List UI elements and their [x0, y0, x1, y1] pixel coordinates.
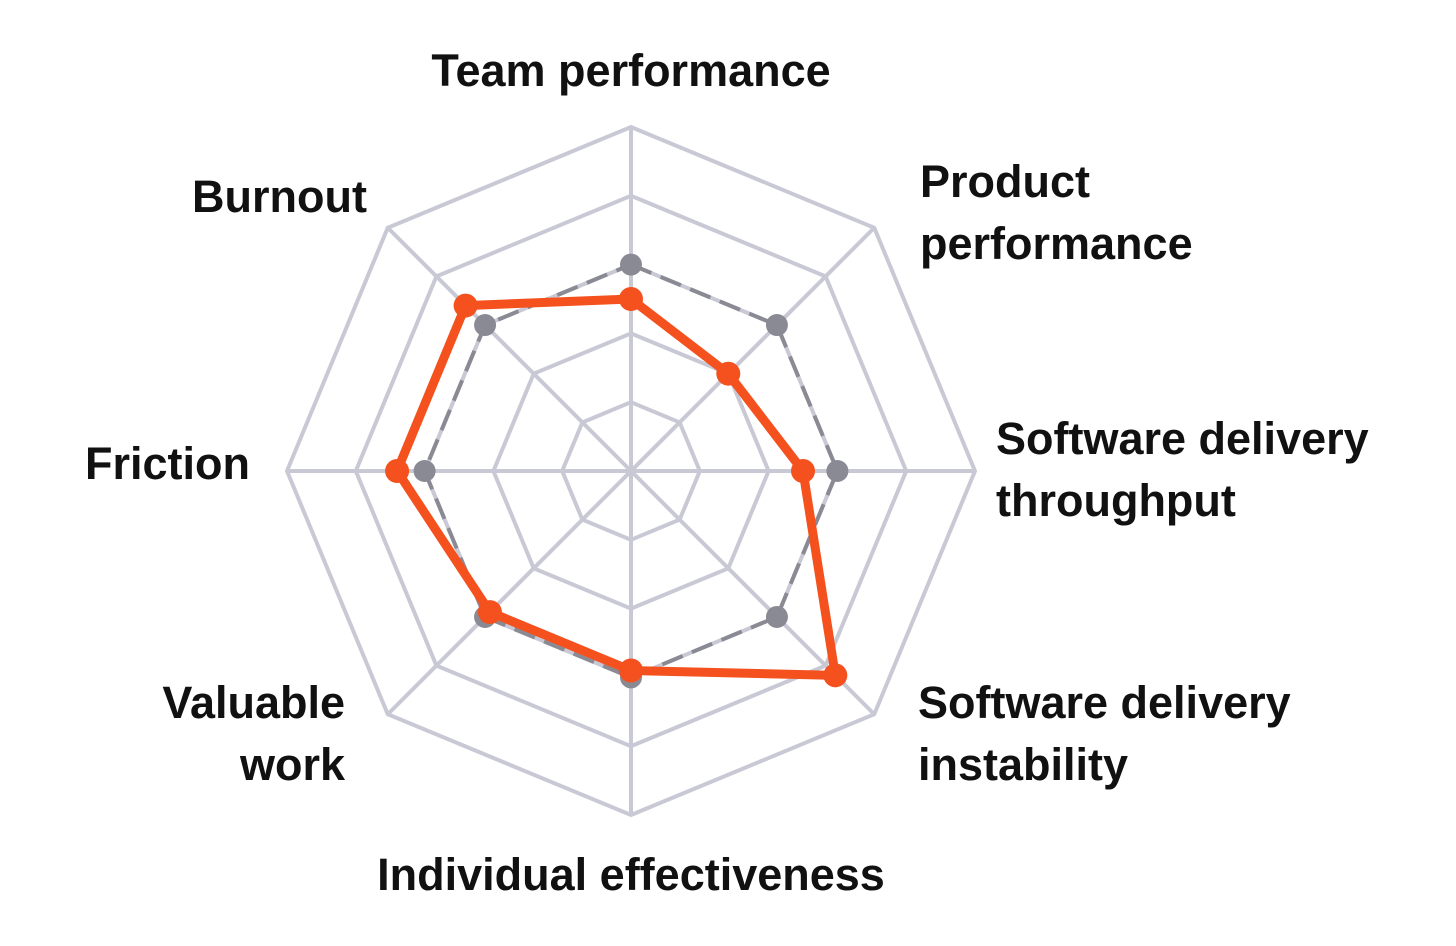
spoke	[386, 226, 633, 473]
point	[413, 460, 436, 482]
axis-label: performance	[920, 218, 1193, 269]
point	[474, 314, 497, 337]
point	[716, 361, 741, 386]
point	[765, 314, 788, 337]
point	[823, 663, 848, 688]
point	[453, 293, 478, 318]
axis-label: Friction	[85, 438, 250, 489]
point	[791, 459, 815, 483]
point	[385, 459, 410, 483]
point	[619, 658, 643, 683]
axis-label: throughput	[996, 475, 1236, 526]
point	[620, 253, 642, 276]
point	[619, 287, 643, 311]
axis-label: Individual effectiveness	[377, 849, 885, 900]
point	[765, 605, 788, 628]
point	[826, 460, 849, 482]
axis-label: Software delivery	[996, 413, 1369, 464]
series-line	[422, 262, 840, 680]
axis-label: work	[239, 739, 346, 790]
axis-label: Burnout	[192, 171, 367, 222]
axis-label: Product	[920, 156, 1090, 207]
axis-label: instability	[918, 739, 1128, 790]
point	[477, 600, 502, 625]
axis-label: Valuable	[162, 677, 345, 728]
axis-label: Software delivery	[918, 677, 1291, 728]
spoke	[386, 469, 633, 716]
axis-label: Team performance	[431, 45, 830, 96]
spoke	[629, 226, 876, 473]
